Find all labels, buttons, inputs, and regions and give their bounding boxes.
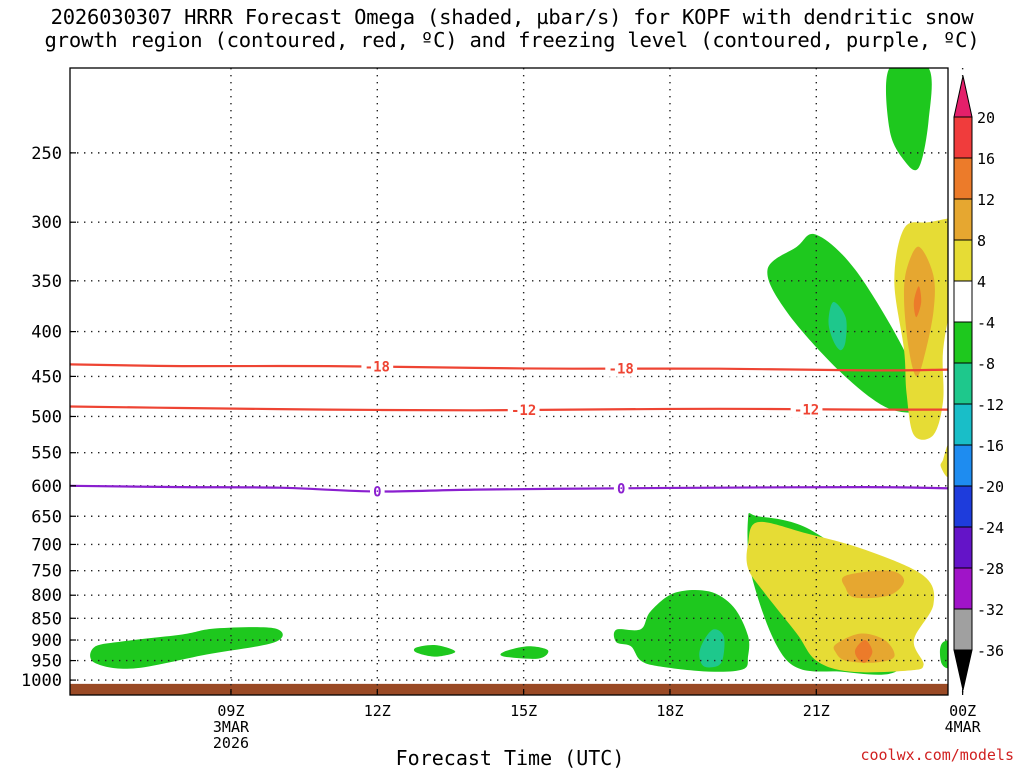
contour-label-bg bbox=[370, 483, 385, 500]
colorbar-label-11: -28 bbox=[977, 560, 1004, 578]
colorbar-swatch-11 bbox=[953, 526, 973, 569]
x-tick-label-15Z: 15Z bbox=[510, 702, 537, 720]
colorbar-label-4: 4 bbox=[977, 273, 986, 291]
contour-labels: -18 -18 -12 -12 0 0 bbox=[361, 358, 823, 500]
chart-axes: 2503003504004505005506006507007508008509… bbox=[21, 67, 982, 752]
y-tick-label-650: 650 bbox=[31, 507, 62, 527]
contour-label-bg bbox=[507, 401, 540, 418]
colorbar-label-6: -8 bbox=[977, 355, 995, 373]
contour-label-1-1: -12 bbox=[794, 402, 819, 418]
colorbar-label-0: 20 bbox=[977, 109, 995, 127]
x-tick-label-00Z: 00Z bbox=[949, 702, 976, 720]
colorbar-swatch-12 bbox=[953, 567, 973, 610]
omega-region-0 bbox=[90, 627, 283, 669]
contour-line-2 bbox=[70, 484, 948, 493]
y-tick-label-450: 450 bbox=[31, 367, 62, 387]
y-tick-label-350: 350 bbox=[31, 272, 62, 292]
colorbar-swatch-2 bbox=[953, 157, 973, 200]
y-tick-label-900: 900 bbox=[31, 631, 62, 651]
omega-shaded-regions bbox=[70, 68, 948, 695]
colorbar-label-13: -36 bbox=[977, 642, 1004, 660]
plot-frame bbox=[69, 67, 949, 696]
omega-region-4 bbox=[699, 629, 725, 668]
x-tick-label-21Z: 21Z bbox=[803, 702, 830, 720]
terrain-band bbox=[70, 683, 948, 695]
y-tick-label-850: 850 bbox=[31, 609, 62, 629]
colorbar-label-10: -24 bbox=[977, 519, 1004, 537]
x-tick-year-09Z: 2026 bbox=[213, 734, 249, 752]
omega-region-7 bbox=[841, 570, 905, 599]
colorbar-swatch-5 bbox=[953, 280, 973, 323]
omega-region-2 bbox=[500, 646, 549, 659]
omega-region-14 bbox=[913, 286, 922, 318]
x-tick-label-12Z: 12Z bbox=[364, 702, 391, 720]
omega-region-3 bbox=[613, 589, 750, 672]
title-line-2: growth region (contoured, red, ºC) and f… bbox=[44, 28, 980, 52]
y-tick-label-250: 250 bbox=[31, 144, 62, 164]
colorbar-swatch-10 bbox=[953, 485, 973, 528]
colorbar-label-9: -20 bbox=[977, 478, 1004, 496]
colorbar-label-2: 12 bbox=[977, 191, 995, 209]
omega-region-9 bbox=[854, 639, 873, 663]
x-tick-sublabel-00Z: 4MAR bbox=[945, 718, 982, 736]
y-tick-label-700: 700 bbox=[31, 535, 62, 555]
credit-text: coolwx.com/models bbox=[860, 746, 1014, 764]
y-tick-label-1000: 1000 bbox=[21, 671, 62, 691]
contour-label-bg bbox=[605, 360, 638, 377]
y-tick-label-500: 500 bbox=[31, 407, 62, 427]
contour-label-bg bbox=[361, 358, 394, 375]
colorbar-swatch-4 bbox=[953, 239, 973, 282]
colorbar-label-7: -12 bbox=[977, 396, 1004, 414]
contour-label-bg bbox=[790, 401, 823, 418]
colorbar-label-12: -32 bbox=[977, 601, 1004, 619]
omega-region-13 bbox=[903, 246, 935, 377]
colorbar-label-8: -16 bbox=[977, 437, 1004, 455]
y-tick-label-950: 950 bbox=[31, 652, 62, 672]
omega-region-11 bbox=[828, 301, 847, 351]
contour-line-0 bbox=[70, 363, 948, 372]
y-tick-label-800: 800 bbox=[31, 586, 62, 606]
colorbar: 20 16 12 8 4 -4 -8 -12 -16 -20 -24 -28 -32 -36 bbox=[953, 75, 1004, 691]
colorbar-swatch-3 bbox=[953, 198, 973, 241]
omega-region-17 bbox=[939, 640, 948, 669]
colorbar-swatch-6 bbox=[953, 321, 973, 364]
x-tick-label-18Z: 18Z bbox=[656, 702, 683, 720]
contour-label-bg bbox=[613, 480, 629, 497]
y-tick-label-750: 750 bbox=[31, 562, 62, 582]
colorbar-swatch-1 bbox=[953, 116, 973, 159]
omega-region-1 bbox=[413, 644, 456, 657]
x-tick-label-09Z: 09Z bbox=[217, 702, 244, 720]
y-tick-label-300: 300 bbox=[31, 213, 62, 233]
contour-label-2-1: 0 bbox=[617, 481, 625, 497]
y-tick-label-550: 550 bbox=[31, 444, 62, 464]
colorbar-swatch-7 bbox=[953, 362, 973, 405]
colorbar-swatch-8 bbox=[953, 403, 973, 446]
colorbar-top-arrow bbox=[953, 75, 973, 118]
colorbar-label-5: -4 bbox=[977, 314, 995, 332]
x-axis-label: Forecast Time (UTC) bbox=[396, 746, 625, 768]
contour-label-0-1: -18 bbox=[609, 362, 634, 378]
colorbar-swatch-9 bbox=[953, 444, 973, 487]
contour-label-1-0: -12 bbox=[511, 403, 536, 419]
colorbar-swatch-13 bbox=[953, 608, 973, 651]
colorbar-bottom-arrow bbox=[953, 649, 973, 691]
contour-label-0-0: -18 bbox=[365, 360, 390, 376]
colorbar-label-1: 16 bbox=[977, 150, 995, 168]
chart-title: 2026030307 HRRR Forecast Omega (shaded, … bbox=[0, 6, 1024, 52]
y-tick-label-400: 400 bbox=[31, 323, 62, 343]
y-tick-label-600: 600 bbox=[31, 477, 62, 497]
omega-region-6 bbox=[746, 521, 935, 673]
title-line-1: 2026030307 HRRR Forecast Omega (shaded, … bbox=[50, 5, 974, 29]
contour-label-2-0: 0 bbox=[373, 484, 381, 500]
colorbar-label-3: 8 bbox=[977, 232, 986, 250]
omega-region-15 bbox=[885, 68, 932, 171]
x-tick-sublabel-09Z: 3MAR bbox=[213, 718, 250, 736]
